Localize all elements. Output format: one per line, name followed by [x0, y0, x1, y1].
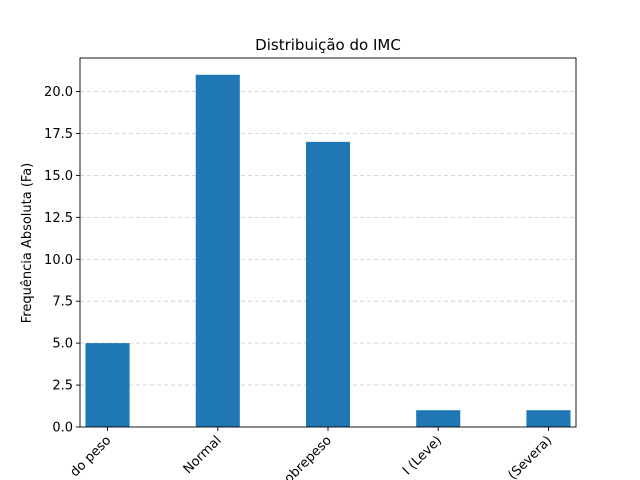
y-tick-label: 15.0 [44, 169, 73, 184]
y-tick-label: 7.5 [52, 295, 73, 310]
y-axis-label: Frequência Absoluta (Fa) [20, 163, 35, 324]
y-tick-label: 2.5 [52, 379, 73, 394]
bar-2 [305, 141, 351, 427]
x-tick-label: I (Leve) [400, 433, 445, 478]
x-tick-label: (Severa) [505, 433, 555, 480]
y-tick-label: 10.0 [44, 253, 73, 268]
chart-title: Distribuição do IMC [255, 36, 401, 54]
bar-1 [195, 74, 240, 427]
y-tick-label: 5.0 [52, 337, 73, 352]
x-tick-label: Normal [181, 433, 225, 477]
x-tick-label: do peso [67, 433, 114, 480]
x-axis-ticks: do peso Normal obrepeso I (Leve) (Severa) [67, 427, 555, 480]
bar-3 [416, 410, 461, 427]
y-tick-label: 12.5 [44, 211, 73, 226]
y-tick-label: 17.5 [44, 127, 73, 142]
y-tick-label: 20.0 [44, 85, 73, 100]
y-axis-ticks: 0.0 2.5 5.0 7.5 10.0 12.5 15.0 17.5 20.0 [44, 85, 80, 436]
bar-4 [526, 410, 571, 427]
x-tick-label: obrepeso [282, 433, 335, 480]
bar-0 [85, 343, 130, 427]
bars [85, 74, 571, 427]
y-tick-label: 0.0 [52, 421, 73, 436]
